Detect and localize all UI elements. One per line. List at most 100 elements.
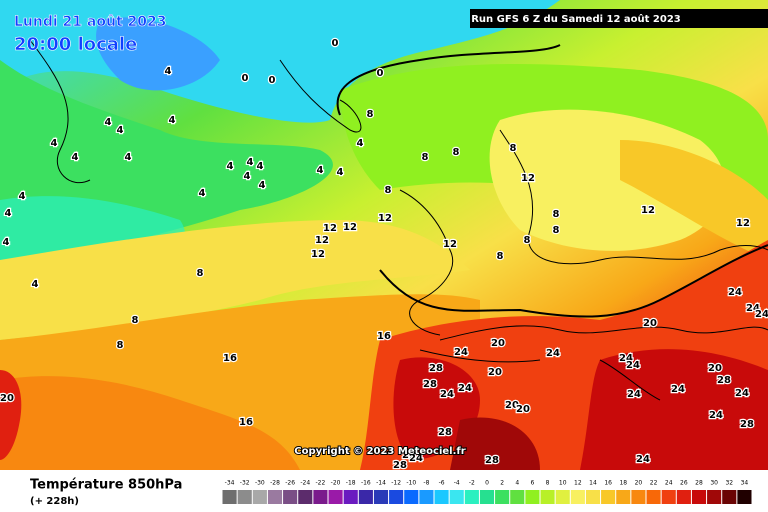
scale-label: 20	[635, 480, 643, 487]
isotherm-label: 24	[454, 347, 468, 358]
isotherm-label: 20	[708, 363, 722, 374]
isotherm-label: 24	[409, 453, 423, 464]
isotherm-label: 20	[643, 318, 657, 329]
scale-swatch	[601, 490, 616, 504]
scale-swatch	[646, 490, 661, 504]
color-scale: -34 -32 -30 -28 -26 -24 -22 -20 -18 -16 -14 -12 -10-…	[222, 480, 752, 504]
scale-swatch	[540, 490, 555, 504]
isotherm-label: 8	[497, 251, 504, 262]
scale-label: 32	[725, 480, 733, 487]
scale-label: -12	[391, 480, 401, 487]
scale-label: 34	[741, 480, 749, 487]
isotherm-label: 20	[491, 338, 505, 349]
scale-label: 26	[680, 480, 688, 487]
isotherm-label: 28	[485, 455, 499, 466]
isotherm-label: 20	[0, 393, 14, 404]
isotherm-label: 24	[709, 410, 723, 421]
isotherm-label: 4	[357, 138, 364, 149]
isotherm-label: 12	[521, 173, 535, 184]
scale-swatch	[358, 490, 373, 504]
isotherm-label: 24	[636, 454, 650, 465]
scale-label: 8	[546, 480, 550, 487]
isotherm-label: 4	[244, 171, 251, 182]
isotherm-label: 4	[51, 138, 58, 149]
scale-label: -4	[454, 480, 460, 487]
isotherm-label: 28	[429, 363, 443, 374]
isotherm-label: 4	[19, 191, 26, 202]
scale-label: 4	[515, 480, 519, 487]
contours	[336, 44, 768, 318]
isotherm-label: 20	[505, 400, 519, 411]
scale-swatch	[570, 490, 585, 504]
valid-date: Lundi 21 août 2023	[14, 14, 166, 30]
isotherm-label: 28	[717, 375, 731, 386]
scale-label: 24	[665, 480, 673, 487]
isotherm-label: 12	[736, 218, 750, 229]
isotherm-label: 28	[393, 460, 407, 471]
isotherm-label: 24	[755, 309, 768, 320]
isotherm-label: 24	[735, 388, 749, 399]
isotherm-label: 8	[132, 315, 139, 326]
scale-swatch	[722, 490, 737, 504]
scale-label: -30	[255, 480, 265, 487]
isotherm-label: 4	[3, 237, 10, 248]
isotherm-label: 24	[458, 383, 472, 394]
scale-label: 14	[589, 480, 597, 487]
valid-time: 20:00 locale	[14, 34, 137, 55]
scale-swatch	[252, 490, 267, 504]
isotherm-label: 24	[728, 287, 742, 298]
isotherm-label: 4	[227, 161, 234, 172]
scale-label: 6	[531, 480, 535, 487]
scale-swatch	[283, 490, 298, 504]
isotherm-label: 24	[746, 303, 760, 314]
scale-swatch	[237, 490, 252, 504]
isotherm-label: 12	[443, 239, 457, 250]
scale-swatch	[691, 490, 707, 504]
isotherm-label: 4	[117, 125, 124, 136]
scale-label: -2	[469, 480, 475, 487]
scale-label: -22	[316, 480, 326, 487]
scale-swatch	[510, 490, 525, 504]
scale-swatch	[661, 490, 676, 504]
scale-swatch	[313, 490, 328, 504]
scale-swatch	[373, 490, 389, 504]
isotherm-label: 8	[524, 235, 531, 246]
scale-swatch	[631, 490, 646, 504]
scale-swatch	[389, 490, 404, 504]
scale-swatch	[464, 490, 479, 504]
scale-label: 10	[559, 480, 567, 487]
scale-swatch	[737, 490, 752, 504]
scale-label: -28	[270, 480, 280, 487]
isotherm-label: 8	[553, 225, 560, 236]
isotherm-label: 16	[223, 353, 237, 364]
isotherm-label: 24	[546, 348, 560, 359]
isotherm-label: 4	[317, 165, 324, 176]
scale-label: -32	[240, 480, 250, 487]
scale-label: -6	[439, 480, 445, 487]
scale-swatch	[404, 490, 419, 504]
isotherm-label: 4	[169, 115, 176, 126]
scale-swatch	[585, 490, 601, 504]
scale-label: 18	[619, 480, 627, 487]
isotherm-label: 4	[72, 152, 79, 163]
isotherm-label: 8	[197, 268, 204, 279]
scale-label: -18	[346, 480, 356, 487]
run-info: Run GFS 6 Z du Samedi 12 août 2023	[471, 13, 681, 25]
isotherm-label: 4	[165, 66, 172, 77]
isotherm-label: 0	[269, 75, 276, 86]
scale-label: -34	[225, 480, 235, 487]
isotherm-label: 12	[378, 213, 392, 224]
isotherm-label: 12	[311, 249, 325, 260]
scale-label: 0	[485, 480, 489, 487]
isotherm-label: 8	[385, 185, 392, 196]
isotherm-label: 4	[125, 152, 132, 163]
scale-swatch	[222, 490, 237, 504]
scale-label: 30	[710, 480, 718, 487]
scale-label: -10	[406, 480, 416, 487]
scale-swatch	[449, 490, 464, 504]
scale-label: 12	[574, 480, 582, 487]
scale-label: -16	[361, 480, 371, 487]
isotherm-label: 4	[257, 161, 264, 172]
isotherm-label: 0	[242, 73, 249, 84]
